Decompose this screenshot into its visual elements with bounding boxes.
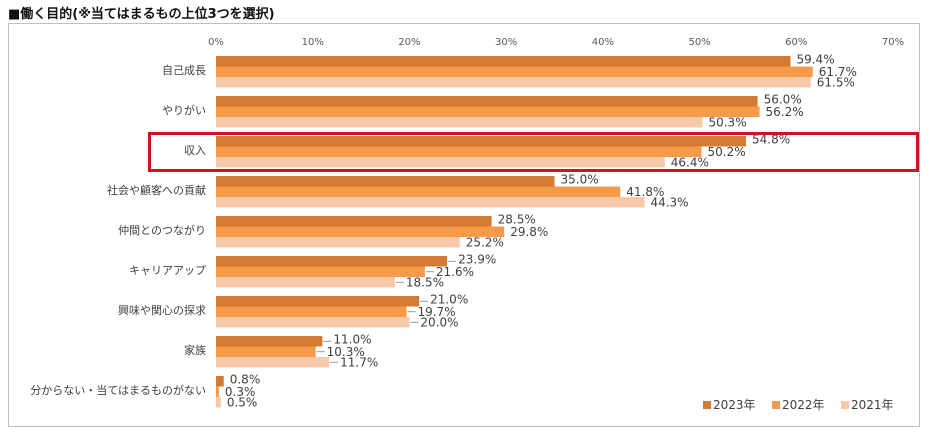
bar: [216, 197, 645, 208]
x-tick-label: 40%: [592, 37, 614, 48]
legend-label: 2022年: [782, 398, 825, 412]
bar: [216, 277, 395, 288]
bar: [216, 117, 703, 128]
x-tick-label: 70%: [882, 37, 904, 48]
data-label: 61.5%: [817, 75, 855, 89]
bar: [216, 357, 330, 368]
category-label: 社会や顧客への貢献: [107, 183, 206, 197]
bar: [216, 157, 665, 168]
x-tick-label: 10%: [302, 37, 324, 48]
bar: [216, 256, 448, 267]
bar: [216, 176, 555, 187]
bar: [216, 237, 460, 248]
bar: [216, 376, 224, 387]
bar: [216, 106, 760, 117]
data-label: 11.7%: [340, 355, 378, 369]
category-label: キャリアアップ: [129, 264, 206, 277]
category-label: 仲間とのつながり: [118, 223, 206, 237]
data-label: 46.4%: [671, 155, 709, 169]
bar: [216, 136, 746, 147]
data-label: 20.0%: [420, 315, 458, 329]
x-tick-label: 30%: [495, 37, 517, 48]
data-label: 50.3%: [708, 115, 746, 129]
data-label: 50.2%: [708, 145, 746, 159]
data-label: 35.0%: [561, 172, 599, 186]
legend-swatch: [841, 401, 849, 409]
bar: [216, 266, 425, 277]
data-label: 61.7%: [819, 65, 857, 79]
bar: [216, 336, 323, 347]
x-tick-label: 20%: [398, 37, 420, 48]
data-label: 19.7%: [418, 305, 456, 319]
data-label: 21.6%: [436, 265, 474, 279]
data-label: 56.2%: [766, 105, 804, 119]
category-label: 自己成長: [162, 64, 206, 77]
bar: [216, 306, 407, 317]
data-label: 28.5%: [498, 212, 536, 226]
data-label: 59.4%: [796, 52, 834, 66]
category-label: 収入: [184, 144, 206, 157]
category-label: やりがい: [162, 103, 206, 117]
data-label: 18.5%: [406, 275, 444, 289]
bar: [216, 216, 492, 227]
bar: [216, 146, 702, 157]
highlight-box: [148, 132, 919, 172]
bar: [216, 77, 811, 88]
data-label: 41.8%: [626, 185, 664, 199]
data-label: 44.3%: [650, 195, 688, 209]
data-label: 25.2%: [466, 235, 504, 249]
bar: [216, 66, 813, 77]
data-label: 10.3%: [327, 345, 365, 359]
x-tick-label: 0%: [208, 37, 224, 48]
bar: [216, 186, 621, 197]
legend-label: 2023年: [713, 398, 756, 412]
data-label: 23.9%: [458, 252, 496, 266]
legend-swatch: [703, 401, 711, 409]
category-label: 家族: [184, 343, 206, 357]
x-tick-label: 60%: [785, 37, 807, 48]
chart-frame: [8, 23, 920, 427]
x-tick-label: 50%: [688, 37, 710, 48]
bar: [216, 226, 505, 237]
data-label: 0.3%: [225, 385, 256, 399]
chart-title: ■働く目的(※当てはまるもの上位3つを選択): [8, 7, 275, 22]
legend-label: 2021年: [851, 398, 894, 412]
bar: [216, 386, 219, 397]
bar: [216, 56, 791, 67]
data-label: 0.8%: [230, 372, 260, 386]
data-label: 0.5%: [227, 395, 257, 409]
data-label: 56.0%: [764, 92, 802, 106]
data-label: 21.0%: [430, 292, 468, 306]
data-label: 54.8%: [752, 132, 790, 146]
legend-swatch: [772, 401, 780, 409]
data-label: 11.0%: [333, 332, 371, 346]
bar: [216, 346, 316, 357]
bar: [216, 296, 420, 307]
data-label: 29.8%: [510, 225, 548, 239]
bar: [216, 317, 410, 328]
category-label: 分からない・当てはまるものがない: [30, 383, 206, 397]
bar: [216, 96, 758, 107]
category-label: 興味や関心の探求: [118, 304, 206, 317]
bar: [216, 397, 221, 408]
